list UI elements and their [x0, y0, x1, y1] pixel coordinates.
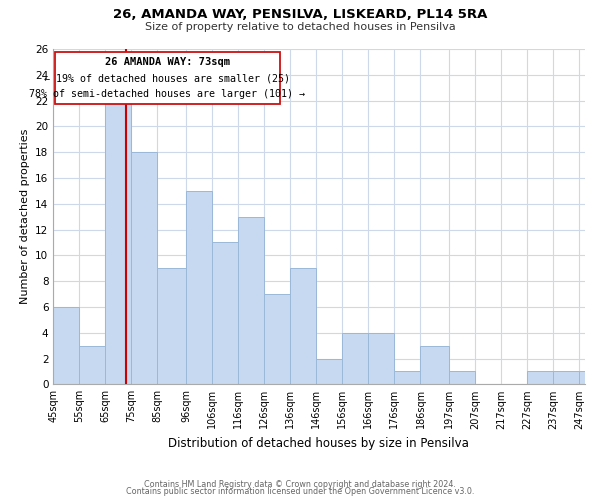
Bar — [449, 372, 475, 384]
Bar — [553, 372, 580, 384]
Bar — [368, 332, 394, 384]
Bar — [186, 191, 212, 384]
Bar — [157, 268, 186, 384]
Bar — [264, 294, 290, 384]
FancyBboxPatch shape — [55, 52, 280, 104]
Bar — [527, 372, 553, 384]
X-axis label: Distribution of detached houses by size in Pensilva: Distribution of detached houses by size … — [169, 437, 469, 450]
Bar — [421, 346, 449, 385]
Text: Size of property relative to detached houses in Pensilva: Size of property relative to detached ho… — [145, 22, 455, 32]
Bar — [394, 372, 421, 384]
Text: ← 19% of detached houses are smaller (25): ← 19% of detached houses are smaller (25… — [44, 74, 290, 84]
Bar — [212, 242, 238, 384]
Text: Contains HM Land Registry data © Crown copyright and database right 2024.: Contains HM Land Registry data © Crown c… — [144, 480, 456, 489]
Y-axis label: Number of detached properties: Number of detached properties — [20, 129, 29, 304]
Bar — [79, 346, 106, 385]
Text: 26 AMANDA WAY: 73sqm: 26 AMANDA WAY: 73sqm — [105, 56, 230, 66]
Bar — [290, 268, 316, 384]
Bar — [316, 358, 343, 384]
Bar — [106, 100, 131, 385]
Bar — [343, 332, 368, 384]
Bar — [580, 372, 600, 384]
Text: Contains public sector information licensed under the Open Government Licence v3: Contains public sector information licen… — [126, 488, 474, 496]
Text: 78% of semi-detached houses are larger (101) →: 78% of semi-detached houses are larger (… — [29, 89, 305, 99]
Bar — [53, 307, 79, 384]
Bar — [238, 216, 264, 384]
Text: 26, AMANDA WAY, PENSILVA, LISKEARD, PL14 5RA: 26, AMANDA WAY, PENSILVA, LISKEARD, PL14… — [113, 8, 487, 20]
Bar — [131, 152, 157, 384]
